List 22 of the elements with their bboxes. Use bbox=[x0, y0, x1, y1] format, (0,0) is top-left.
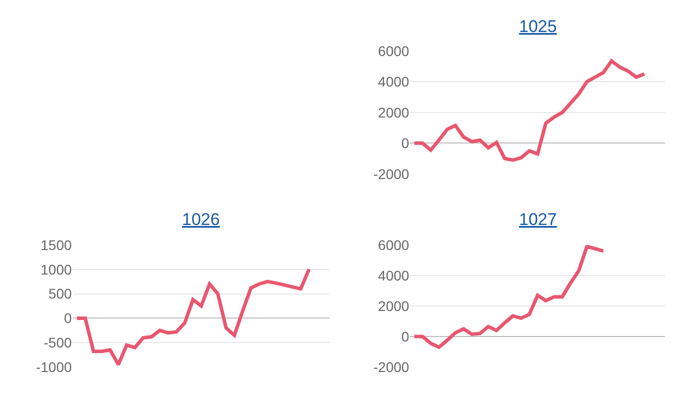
y-tick-label: 4000 bbox=[378, 74, 410, 90]
y-tick-label: 6000 bbox=[378, 42, 410, 59]
chart-title: 1027 bbox=[519, 210, 557, 229]
y-tick-label: 2000 bbox=[378, 104, 410, 120]
y-tick-label: 0 bbox=[401, 328, 410, 344]
y-tick-label: -2000 bbox=[373, 166, 410, 182]
y-tick-label: -2000 bbox=[373, 358, 410, 375]
line-series bbox=[412, 59, 646, 162]
y-tick-label: 2000 bbox=[378, 298, 410, 314]
line-series bbox=[75, 268, 311, 366]
y-tick-label: 1000 bbox=[40, 261, 72, 278]
y-tick-label: 500 bbox=[48, 286, 72, 302]
chart-title: 1025 bbox=[519, 17, 557, 36]
chart-title: 1026 bbox=[182, 210, 220, 229]
y-tick-label: -1000 bbox=[36, 358, 72, 375]
line-series bbox=[412, 244, 606, 349]
y-tick-label: 0 bbox=[401, 135, 410, 152]
y-tick-label: 4000 bbox=[378, 267, 410, 284]
y-tick-label: 6000 bbox=[378, 236, 410, 253]
y-tick-label: 1500 bbox=[40, 236, 72, 253]
y-tick-label: 0 bbox=[64, 310, 72, 326]
y-tick-label: -500 bbox=[44, 334, 72, 351]
